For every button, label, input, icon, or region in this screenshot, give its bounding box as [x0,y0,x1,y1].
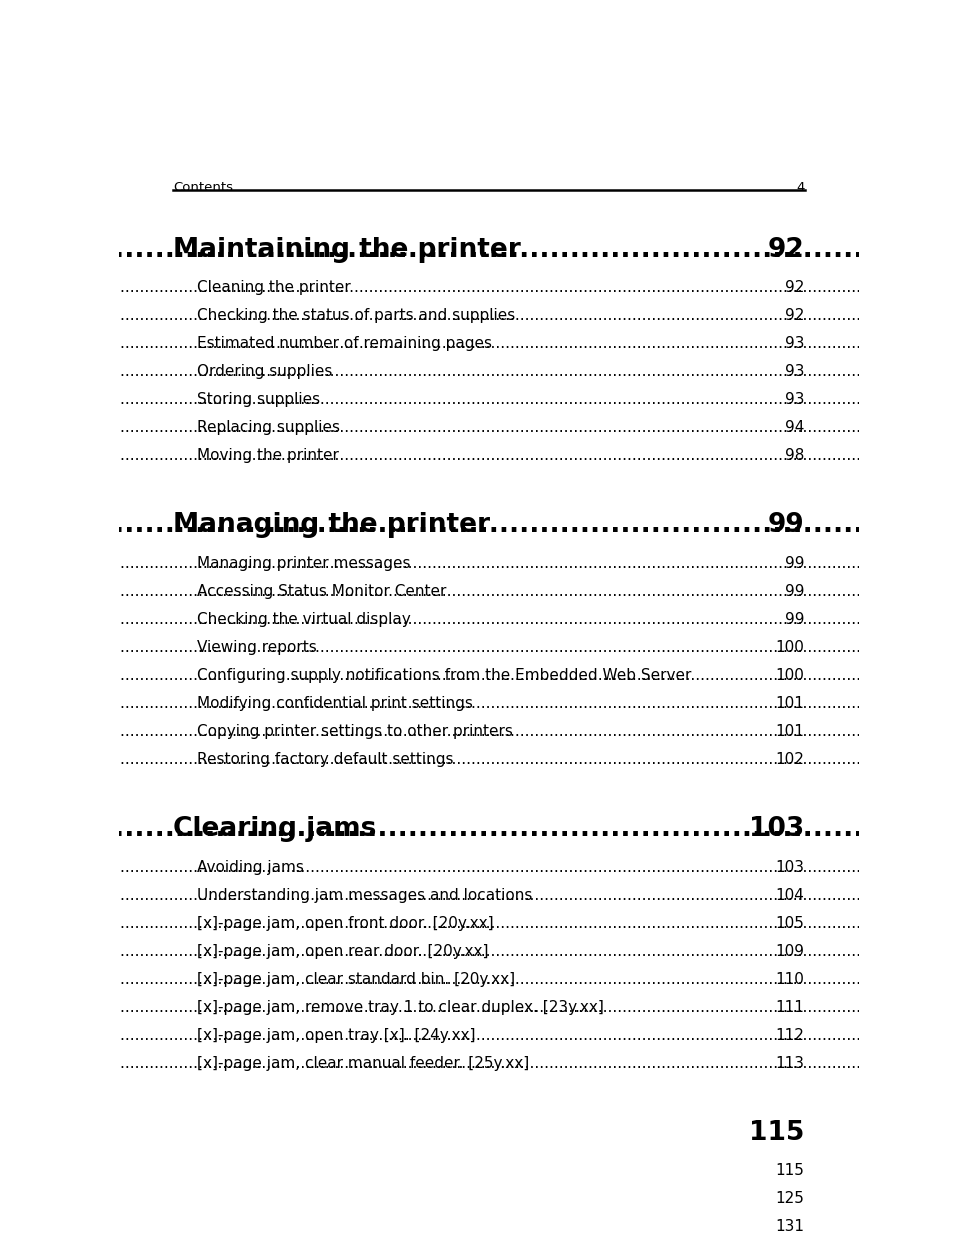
Text: 125: 125 [775,1192,803,1207]
Text: 103: 103 [749,816,803,842]
Text: ................................................................................: ........................................… [0,752,953,767]
Text: [x]-page jam, clear manual feeder. [25y.xx]: [x]-page jam, clear manual feeder. [25y.… [196,1056,529,1071]
Text: Solving print problems: Solving print problems [196,1219,370,1235]
Text: ................................................................................: ........................................… [0,513,953,538]
Text: ................................................................................: ........................................… [0,1192,953,1207]
Text: Maintaining the printer: Maintaining the printer [173,237,520,263]
Text: [x]-page jam, open front door. [20y.xx]: [x]-page jam, open front door. [20y.xx] [196,915,493,931]
Text: ................................................................................: ........................................… [0,1120,953,1146]
Text: ................................................................................: ........................................… [0,393,953,408]
Text: 109: 109 [775,944,803,958]
Text: [x]-page jam, clear standard bin. [20y.xx]: [x]-page jam, clear standard bin. [20y.x… [196,972,515,987]
Text: 102: 102 [775,752,803,767]
Text: 99: 99 [784,556,803,571]
Text: ................................................................................: ........................................… [0,611,953,627]
Text: 104: 104 [775,888,803,903]
Text: ................................................................................: ........................................… [0,1028,953,1042]
Text: 113: 113 [775,1056,803,1071]
Text: Ordering supplies: Ordering supplies [196,364,332,379]
Text: 92: 92 [784,280,803,295]
Text: ................................................................................: ........................................… [0,420,953,435]
Text: ................................................................................: ........................................… [0,336,953,351]
Text: 92: 92 [784,308,803,324]
Text: ................................................................................: ........................................… [0,860,953,874]
Text: Moving the printer: Moving the printer [196,448,338,463]
Text: Cleaning the printer: Cleaning the printer [196,280,351,295]
Text: 103: 103 [775,860,803,874]
Text: Managing printer messages: Managing printer messages [196,556,410,571]
Text: ................................................................................: ........................................… [0,364,953,379]
Text: ................................................................................: ........................................… [0,816,953,842]
Text: ................................................................................: ........................................… [0,1056,953,1071]
Text: Modifying confidential print settings: Modifying confidential print settings [196,697,473,711]
Text: ................................................................................: ........................................… [0,1219,953,1235]
Text: Estimated number of remaining pages: Estimated number of remaining pages [196,336,492,351]
Text: Replacing supplies: Replacing supplies [196,420,339,435]
Text: Checking the virtual display: Checking the virtual display [196,611,410,627]
Text: 93: 93 [784,336,803,351]
Text: Avoiding jams: Avoiding jams [196,860,303,874]
Text: 115: 115 [775,1163,803,1178]
Text: Contents: Contents [173,180,233,194]
Text: ................................................................................: ........................................… [0,280,953,295]
Text: Understanding the printer messages: Understanding the printer messages [196,1163,477,1178]
Text: ................................................................................: ........................................… [0,972,953,987]
Text: 105: 105 [775,915,803,931]
Text: 100: 100 [775,640,803,655]
Text: ................................................................................: ........................................… [0,237,953,263]
Text: ................................................................................: ........................................… [0,584,953,599]
Text: Configuring supply notifications from the Embedded Web Server: Configuring supply notifications from th… [196,668,691,683]
Text: Clearing jams: Clearing jams [173,816,376,842]
Text: 131: 131 [775,1219,803,1235]
Text: [x]-page jam, open rear door. [20y.xx]: [x]-page jam, open rear door. [20y.xx] [196,944,488,958]
Text: Restoring factory default settings: Restoring factory default settings [196,752,453,767]
Text: Checking the status of parts and supplies: Checking the status of parts and supplie… [196,308,515,324]
Text: 111: 111 [775,1000,803,1015]
Text: [x]-page jam, remove tray 1 to clear duplex. [23y.xx]: [x]-page jam, remove tray 1 to clear dup… [196,1000,603,1015]
Text: ................................................................................: ........................................… [0,668,953,683]
Text: Managing the printer: Managing the printer [173,513,490,538]
Text: ................................................................................: ........................................… [0,448,953,463]
Text: Storing supplies: Storing supplies [196,393,319,408]
Text: 115: 115 [748,1120,803,1146]
Text: 98: 98 [784,448,803,463]
Text: 99: 99 [784,584,803,599]
Text: ................................................................................: ........................................… [0,308,953,324]
Text: ................................................................................: ........................................… [0,1163,953,1178]
Text: ................................................................................: ........................................… [0,640,953,655]
Text: ................................................................................: ........................................… [0,888,953,903]
Text: ................................................................................: ........................................… [0,1000,953,1015]
Text: 101: 101 [775,724,803,739]
Text: Copying printer settings to other printers: Copying printer settings to other printe… [196,724,512,739]
Text: 92: 92 [767,237,803,263]
Text: 100: 100 [775,668,803,683]
Text: Understanding jam messages and locations: Understanding jam messages and locations [196,888,532,903]
Text: 99: 99 [767,513,803,538]
Text: Viewing reports: Viewing reports [196,640,316,655]
Text: 112: 112 [775,1028,803,1042]
Text: 110: 110 [775,972,803,987]
Text: 101: 101 [775,697,803,711]
Text: ................................................................................: ........................................… [0,697,953,711]
Text: Troubleshooting: Troubleshooting [173,1120,414,1146]
Text: Solving printer problems: Solving printer problems [196,1192,386,1207]
Text: [x]-page jam, open tray [x]. [24y.xx]: [x]-page jam, open tray [x]. [24y.xx] [196,1028,475,1042]
Text: ................................................................................: ........................................… [0,724,953,739]
Text: ................................................................................: ........................................… [0,944,953,958]
Text: 93: 93 [784,393,803,408]
Text: Accessing Status Monitor Center: Accessing Status Monitor Center [196,584,446,599]
Text: 94: 94 [784,420,803,435]
Text: 4: 4 [796,180,803,194]
Text: 99: 99 [784,611,803,627]
Text: ................................................................................: ........................................… [0,915,953,931]
Text: 93: 93 [784,364,803,379]
Text: ................................................................................: ........................................… [0,556,953,571]
